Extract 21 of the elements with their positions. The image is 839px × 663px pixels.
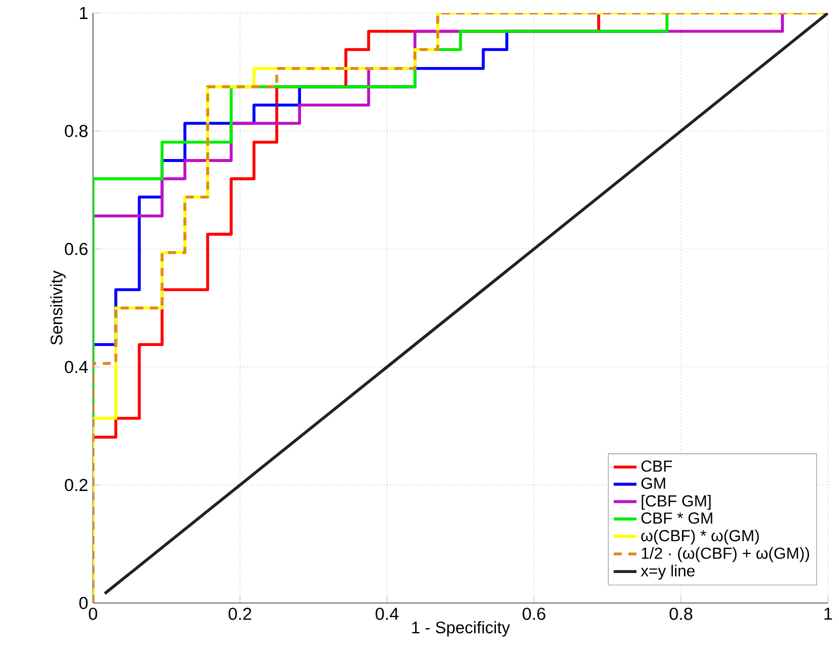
y-tick-label: 0.2 <box>64 478 88 492</box>
y-tick-label: 1 <box>80 7 88 19</box>
legend-label: CBF * GM <box>641 512 712 524</box>
x-tick-label: 1 <box>824 608 832 620</box>
x-tick-label: 0.6 <box>522 608 546 620</box>
legend-label: x=y line <box>640 564 695 580</box>
x-axis-title: 1 - Specificity <box>412 621 510 637</box>
y-tick-label: 0 <box>79 596 88 610</box>
x-tick-label: 0.4 <box>376 608 399 620</box>
x-tick-label: 0.8 <box>670 608 692 620</box>
legend-label: ω(CBF) * ω(GM) <box>641 530 759 544</box>
x-tick-label: 0.2 <box>228 608 252 620</box>
y-axis-title: Sensitivity <box>50 270 66 345</box>
y-tick-label: 0.4 <box>64 360 88 374</box>
legend-label: 1/2 · (ω(CBF) + ω(GM)) <box>642 547 810 562</box>
y-tick-label: 0.8 <box>64 124 88 138</box>
y-tick-label: 0.6 <box>64 242 88 256</box>
legend-label: [CBF GM] <box>642 494 711 510</box>
legend-label: GM <box>641 478 666 489</box>
legend-label: CBF <box>641 460 672 472</box>
x-tick-label: 0 <box>88 608 98 620</box>
